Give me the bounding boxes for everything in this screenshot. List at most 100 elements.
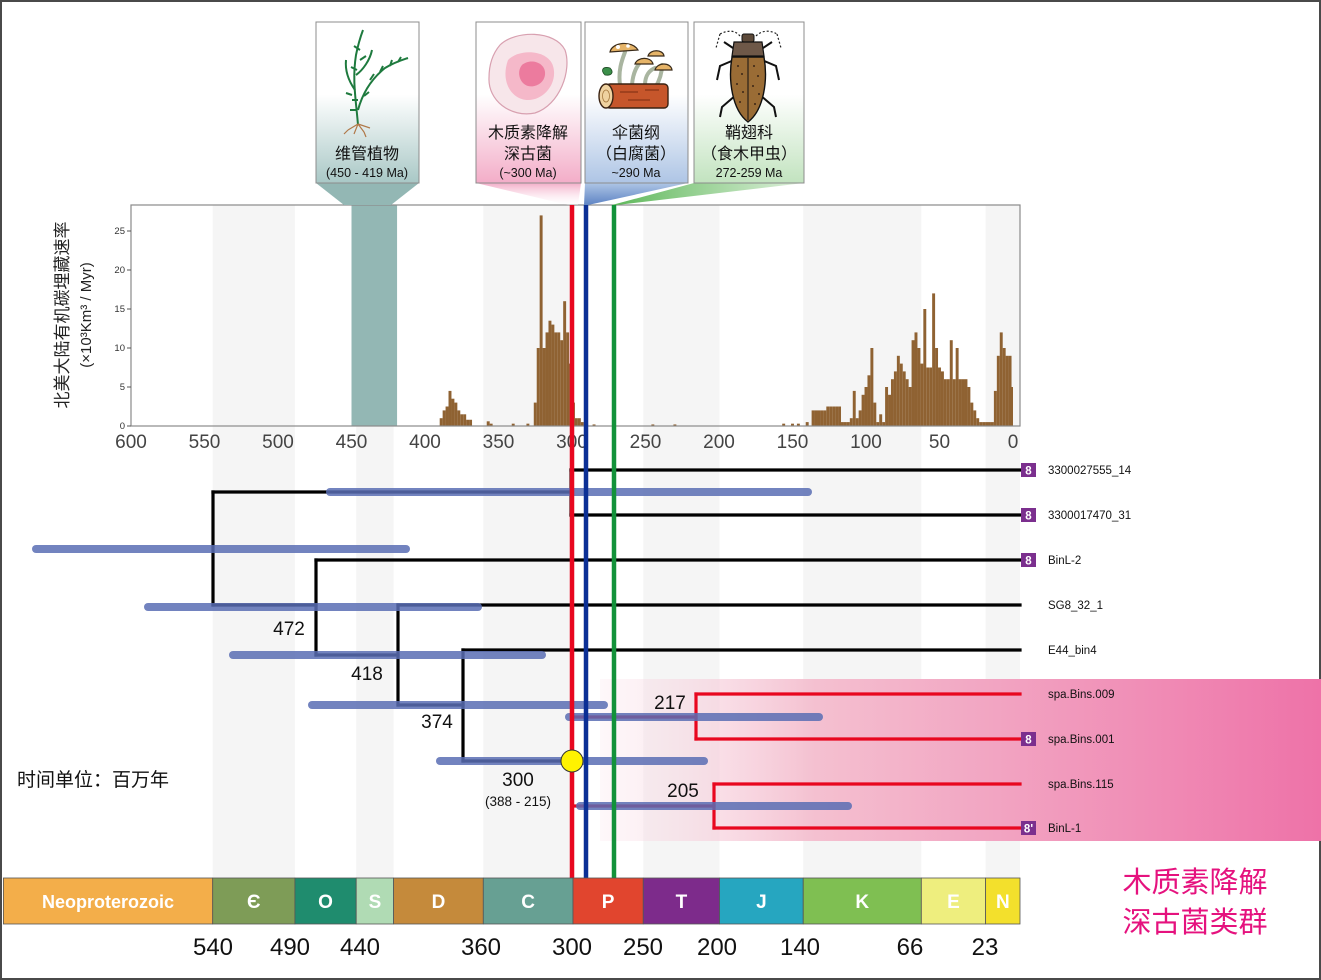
leaf-badge-label: 8 xyxy=(1025,511,1032,523)
timescale-tick-label: 490 xyxy=(270,934,310,961)
chart-bar xyxy=(879,414,883,426)
card-label: 木质素降解 xyxy=(488,124,568,142)
chart-bar xyxy=(852,390,856,426)
chart-bar xyxy=(973,410,977,426)
x-tick-label: 450 xyxy=(336,432,368,453)
x-tick-label: 600 xyxy=(115,432,147,453)
period-block xyxy=(642,877,720,925)
chart-bar xyxy=(885,387,889,426)
plant-icon xyxy=(344,29,409,126)
chart-bar xyxy=(932,293,936,426)
card-label: （食木甲虫） xyxy=(701,145,797,163)
chart-bar xyxy=(958,379,962,426)
chart-bar xyxy=(867,375,871,426)
period-block xyxy=(985,877,1021,925)
chart-bar xyxy=(873,402,877,426)
chart-bar xyxy=(820,410,824,426)
chart-bar xyxy=(870,348,874,426)
plant-connector xyxy=(316,183,419,205)
chart-bar xyxy=(448,390,452,426)
chart-bar xyxy=(993,390,997,426)
period-label: T xyxy=(676,892,688,913)
chart-bar xyxy=(999,332,1003,426)
timescale-tick-label: 200 xyxy=(697,934,737,961)
white-rot-connector xyxy=(584,183,688,205)
chart-bar xyxy=(964,379,968,426)
chart-bar xyxy=(967,387,971,426)
chart-bar xyxy=(451,398,455,426)
leaf-label: SG8_32_1 xyxy=(1048,600,1103,612)
chart-bar xyxy=(651,424,655,426)
lignin-archaea-origin-node[interactable] xyxy=(560,749,584,773)
time-unit-label: 时间单位：百万年 xyxy=(17,769,169,791)
chart-bar xyxy=(843,422,847,426)
chart-bar xyxy=(580,422,584,426)
chart-bar xyxy=(926,367,930,426)
chart-bar xyxy=(536,348,540,426)
chart-bar xyxy=(460,414,464,426)
timescale-tick-label: 300 xyxy=(552,934,592,961)
event-cards: 维管植物 (450 - 419 Ma) 木质素降解 深古菌 (~300 Ma) xyxy=(315,21,805,184)
period-label: J xyxy=(756,892,767,913)
period-block xyxy=(355,877,394,925)
group-label-line1: 木质素降解 xyxy=(1122,866,1267,899)
chart-bar xyxy=(929,367,933,426)
timescale-tick-label: 23 xyxy=(972,934,999,961)
chart-bar xyxy=(574,418,578,426)
period-label: K xyxy=(855,892,869,913)
card-range: ~290 Ma xyxy=(612,166,661,180)
x-tick-label: 400 xyxy=(409,432,441,453)
chart-bar xyxy=(982,422,986,426)
chart-bar xyxy=(988,422,991,426)
chart-bar xyxy=(545,332,549,426)
leaf-badge xyxy=(1021,732,1036,746)
chart-bar xyxy=(990,422,994,426)
chart-bar xyxy=(489,423,493,426)
leaf-badge-label: 8 xyxy=(1025,556,1032,568)
x-tick-label: 50 xyxy=(929,432,950,453)
period-block xyxy=(393,877,484,925)
period-block xyxy=(294,877,357,925)
chart-bar xyxy=(439,418,443,426)
card-vascular-plants: 维管植物 (450 - 419 Ma) xyxy=(315,21,420,184)
y-tick-label: 15 xyxy=(114,304,125,315)
card-agaricomycetes: 伞菌纲 （白腐菌） ~290 Ma xyxy=(584,21,689,184)
group-label-line2: 深古菌类群 xyxy=(1122,906,1267,939)
chart-bar xyxy=(511,423,515,426)
node-label: 300 xyxy=(502,770,534,791)
chart-bar xyxy=(855,418,859,426)
card-connectors xyxy=(316,183,804,205)
leaf-label: BinL-2 xyxy=(1048,555,1081,567)
period-label: N xyxy=(996,892,1010,913)
x-axis-ticks: 600550500450400350300250200150100500 xyxy=(115,432,1018,453)
chart-bar xyxy=(985,422,989,426)
chart-bar xyxy=(940,371,944,426)
period-label: O xyxy=(318,892,333,913)
chart-bar xyxy=(445,406,449,426)
node-age-labels: 472 418 374 300 (388 - 215) 217 205 xyxy=(273,619,699,809)
card-label: 鞘翅科 xyxy=(725,124,773,142)
chart-bar xyxy=(899,363,903,426)
lignin-archaea-group-highlight xyxy=(600,679,1321,841)
chart-bar xyxy=(849,418,853,426)
chart-bar xyxy=(841,422,844,426)
chart-bar xyxy=(539,215,543,426)
leaf-label: BinL-1 xyxy=(1048,823,1081,835)
chart-bar xyxy=(817,410,821,426)
chart-bar xyxy=(961,379,965,426)
card-label: 维管植物 xyxy=(335,145,399,163)
timescale-tick-label: 360 xyxy=(461,934,501,961)
chart-bar xyxy=(832,406,836,426)
chart-bar xyxy=(1010,387,1013,426)
card-label: （白腐菌） xyxy=(596,145,676,163)
x-tick-label: 550 xyxy=(189,432,221,453)
chart-bar xyxy=(466,419,470,426)
chart-bar xyxy=(914,332,918,426)
leaf-label: 3300027555_14 xyxy=(1048,465,1132,477)
chart-bar xyxy=(811,410,815,426)
period-label: S xyxy=(369,892,382,913)
chart-bar xyxy=(814,410,818,426)
chart-bar xyxy=(949,340,953,426)
period-stripe xyxy=(483,205,573,878)
